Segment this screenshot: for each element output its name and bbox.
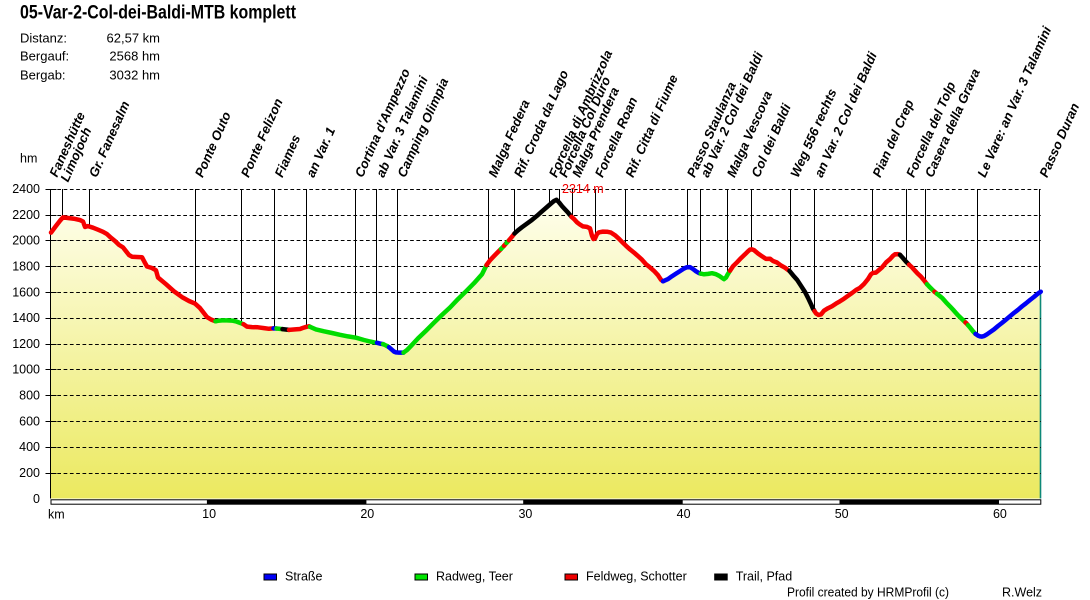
- svg-text:62,57 km: 62,57 km: [107, 31, 160, 46]
- svg-text:2000: 2000: [12, 234, 40, 248]
- svg-text:1600: 1600: [12, 285, 40, 299]
- svg-text:30: 30: [518, 507, 532, 521]
- svg-text:40: 40: [677, 507, 691, 521]
- svg-text:Bergauf:: Bergauf:: [20, 49, 69, 64]
- svg-text:3032 hm: 3032 hm: [109, 68, 160, 83]
- svg-text:200: 200: [19, 466, 40, 480]
- svg-text:Straße: Straße: [285, 570, 323, 584]
- svg-text:20: 20: [360, 507, 374, 521]
- svg-text:10: 10: [202, 507, 216, 521]
- svg-text:Radweg, Teer: Radweg, Teer: [436, 570, 513, 584]
- svg-text:400: 400: [19, 440, 40, 454]
- svg-text:2200: 2200: [12, 208, 40, 222]
- svg-text:2314 m: 2314 m: [562, 182, 604, 196]
- svg-text:1400: 1400: [12, 311, 40, 325]
- svg-text:800: 800: [19, 389, 40, 403]
- svg-text:1000: 1000: [12, 363, 40, 377]
- svg-text:05-Var-2-Col-dei-Baldi-MTB kom: 05-Var-2-Col-dei-Baldi-MTB komplett: [20, 3, 297, 24]
- svg-text:Profil created by HRMProfil (c: Profil created by HRMProfil (c): [787, 586, 949, 600]
- svg-text:Feldweg, Schotter: Feldweg, Schotter: [586, 570, 687, 584]
- svg-text:2568 hm: 2568 hm: [109, 49, 160, 64]
- svg-text:km: km: [48, 508, 65, 522]
- svg-text:1200: 1200: [12, 337, 40, 351]
- svg-text:50: 50: [835, 507, 849, 521]
- svg-text:60: 60: [993, 507, 1007, 521]
- svg-text:600: 600: [19, 414, 40, 428]
- svg-text:Trail, Pfad: Trail, Pfad: [736, 570, 793, 584]
- svg-text:hm: hm: [20, 152, 37, 166]
- svg-text:R.Welz: R.Welz: [1002, 586, 1042, 600]
- svg-text:1800: 1800: [12, 260, 40, 274]
- svg-text:0: 0: [33, 492, 40, 506]
- svg-text:2400: 2400: [12, 182, 40, 196]
- svg-text:Distanz:: Distanz:: [20, 31, 67, 46]
- svg-text:Bergab:: Bergab:: [20, 68, 66, 83]
